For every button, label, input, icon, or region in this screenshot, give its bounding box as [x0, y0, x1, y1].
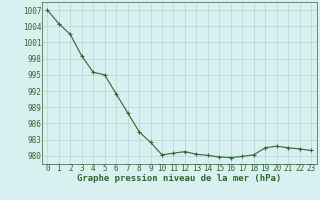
X-axis label: Graphe pression niveau de la mer (hPa): Graphe pression niveau de la mer (hPa)	[77, 174, 281, 183]
